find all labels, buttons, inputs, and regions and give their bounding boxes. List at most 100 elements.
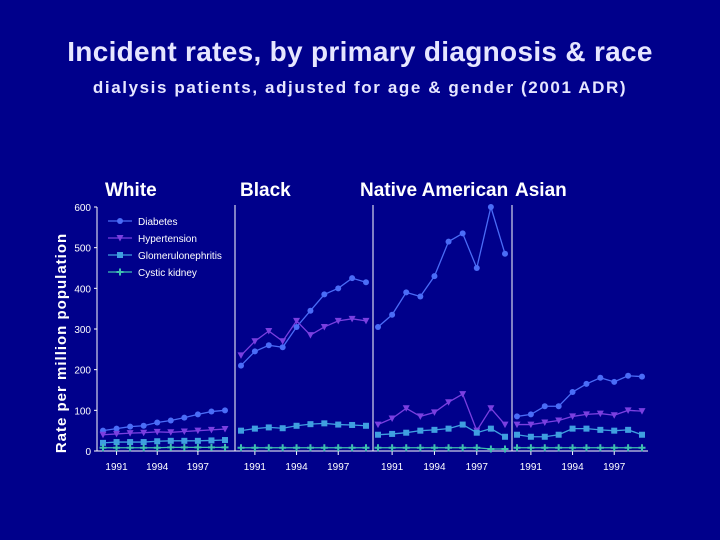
legend-label-cystic-kidney: Cystic kidney xyxy=(138,268,197,279)
x-tick-label-1994: 1994 xyxy=(146,462,169,473)
data-point-cystic-kidney-1997 xyxy=(473,444,481,452)
data-point-hypertension-1991 xyxy=(388,415,396,422)
data-point-glomerulonephritis-1993 xyxy=(140,439,147,446)
data-point-cystic-kidney-1994 xyxy=(293,444,301,452)
series-line-diabetes xyxy=(377,204,506,328)
data-point-cystic-kidney-1990 xyxy=(237,444,245,452)
data-point-hypertension-1990 xyxy=(99,431,107,439)
data-point-glomerulonephritis-1991 xyxy=(527,433,534,440)
y-tick-label-100: 100 xyxy=(74,406,91,417)
data-point-glomerulonephritis-1994 xyxy=(154,438,161,445)
data-point-cystic-kidney-1995 xyxy=(445,444,453,452)
data-point-glomerulonephritis-1993 xyxy=(555,431,562,438)
data-point-cystic-kidney-1996 xyxy=(459,444,467,452)
x-tick-label-1997: 1997 xyxy=(187,462,210,473)
data-point-diabetes-1990 xyxy=(238,362,244,369)
data-point-diabetes-1998 xyxy=(349,275,356,282)
data-point-cystic-kidney-1998 xyxy=(207,443,215,451)
data-point-hypertension-1994 xyxy=(153,428,161,436)
data-point-cystic-kidney-1994 xyxy=(430,444,438,452)
data-point-diabetes-1994 xyxy=(431,273,438,280)
data-point-cystic-kidney-1992 xyxy=(265,444,273,452)
data-point-glomerulonephritis-1996 xyxy=(597,426,604,433)
data-point-diabetes-1995 xyxy=(583,380,590,387)
data-point-glomerulonephritis-1992 xyxy=(403,429,410,436)
data-point-hypertension-1996 xyxy=(596,410,604,418)
legend-marker-glomerulonephritis xyxy=(117,252,123,258)
data-point-glomerulonephritis-1994 xyxy=(569,425,576,432)
data-point-glomerulonephritis-1992 xyxy=(541,433,548,440)
data-point-hypertension-1993 xyxy=(555,417,563,424)
data-point-glomerulonephritis-1990 xyxy=(514,431,520,438)
data-point-diabetes-1994 xyxy=(154,419,161,426)
data-point-diabetes-1999 xyxy=(502,250,508,257)
data-point-cystic-kidney-1998 xyxy=(487,445,495,453)
data-point-hypertension-1993 xyxy=(140,429,148,437)
data-point-hypertension-1993 xyxy=(416,413,424,420)
data-point-diabetes-1992 xyxy=(541,403,548,410)
data-point-diabetes-1995 xyxy=(445,238,452,245)
data-point-hypertension-1995 xyxy=(445,399,453,406)
data-point-hypertension-1998 xyxy=(624,407,632,414)
data-point-diabetes-1993 xyxy=(279,344,286,351)
x-tick-label-1991: 1991 xyxy=(244,462,267,473)
data-point-glomerulonephritis-1990 xyxy=(100,439,106,446)
legend-label-diabetes: Diabetes xyxy=(138,217,177,228)
data-point-hypertension-1990 xyxy=(374,421,382,429)
data-point-diabetes-1992 xyxy=(265,342,272,349)
data-point-glomerulonephritis-1996 xyxy=(321,420,328,427)
data-point-cystic-kidney-1992 xyxy=(402,444,410,452)
x-tick-label-1997: 1997 xyxy=(603,462,626,473)
series-line-cystic-kidney xyxy=(378,447,505,450)
series-line-glomerulonephritis xyxy=(516,427,643,438)
series-line-glomerulonephritis xyxy=(102,439,226,444)
data-point-glomerulonephritis-1995 xyxy=(167,437,174,444)
data-point-cystic-kidney-1996 xyxy=(320,444,328,452)
data-point-diabetes-1995 xyxy=(167,417,174,424)
data-point-glomerulonephritis-1997 xyxy=(335,421,342,428)
data-point-glomerulonephritis-1998 xyxy=(625,426,632,433)
series-line-diabetes xyxy=(102,409,226,432)
series-line-diabetes xyxy=(516,375,643,418)
legend-label-glomerulonephritis: Glomerulonephritis xyxy=(138,251,222,262)
data-point-diabetes-1997 xyxy=(611,378,618,385)
data-point-diabetes-1996 xyxy=(181,414,188,421)
panel-title-white: White xyxy=(105,180,157,201)
data-point-cystic-kidney-1997 xyxy=(334,444,342,452)
data-point-cystic-kidney-1993 xyxy=(416,444,424,452)
data-point-diabetes-1991 xyxy=(251,348,258,355)
y-tick-label-0: 0 xyxy=(85,447,91,458)
data-point-cystic-kidney-1995 xyxy=(167,443,175,451)
data-point-hypertension-1996 xyxy=(320,323,328,331)
data-point-glomerulonephritis-1991 xyxy=(389,430,396,437)
data-point-glomerulonephritis-1990 xyxy=(375,431,381,438)
data-point-diabetes-1991 xyxy=(113,425,120,432)
data-point-diabetes-1996 xyxy=(321,291,328,298)
data-point-hypertension-1991 xyxy=(527,421,535,429)
series-line-glomerulonephritis xyxy=(377,423,506,438)
data-point-hypertension-1992 xyxy=(541,419,549,427)
data-point-hypertension-1994 xyxy=(569,413,577,420)
y-axis-title: Rate per million population xyxy=(53,233,70,453)
data-point-hypertension-1997 xyxy=(194,427,202,435)
data-point-cystic-kidney-1999 xyxy=(362,444,370,452)
data-point-glomerulonephritis-1998 xyxy=(208,437,215,444)
series-line-glomerulonephritis xyxy=(240,422,367,432)
data-point-cystic-kidney-1991 xyxy=(388,444,396,452)
data-point-hypertension-1993 xyxy=(279,338,287,345)
x-tick-label-1997: 1997 xyxy=(327,462,350,473)
data-point-glomerulonephritis-1999 xyxy=(363,422,369,429)
data-point-hypertension-1996 xyxy=(180,428,188,435)
data-point-cystic-kidney-1994 xyxy=(153,444,161,452)
data-point-diabetes-1996 xyxy=(459,230,466,237)
data-point-hypertension-1990 xyxy=(513,421,521,429)
data-point-diabetes-1997 xyxy=(473,265,480,271)
data-point-cystic-kidney-1993 xyxy=(555,444,563,452)
data-point-hypertension-1995 xyxy=(582,411,590,418)
panel-white: White 1991 1994 1997 xyxy=(102,180,226,473)
series-line-hypertension xyxy=(240,318,367,356)
data-point-hypertension-1991 xyxy=(113,430,121,438)
data-point-cystic-kidney-1999 xyxy=(638,444,646,452)
data-point-hypertension-1999 xyxy=(362,317,370,325)
data-point-cystic-kidney-1995 xyxy=(306,444,314,452)
